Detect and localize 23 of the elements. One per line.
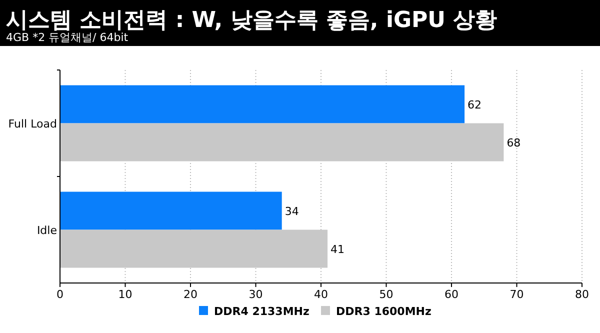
- y-tick-label: Full Load: [8, 117, 57, 130]
- legend-label: DDR3 1600MHz: [336, 305, 432, 318]
- data-label: 62: [468, 98, 482, 112]
- legend-label: DDR4 2133MHz: [214, 305, 310, 318]
- x-tick-label: 30: [248, 288, 263, 301]
- x-tick-label: 60: [444, 288, 458, 301]
- x-tick-label: 0: [56, 288, 64, 301]
- data-label: 34: [284, 204, 299, 218]
- bar: [60, 123, 504, 162]
- data-label: 68: [506, 136, 521, 150]
- x-tick-label: 80: [575, 288, 589, 301]
- x-tick-label: 70: [510, 288, 524, 301]
- bar: [60, 192, 282, 230]
- x-tick-label: 40: [314, 288, 328, 301]
- chart-title: 시스템 소비전력 : W, 낮을수록 좋음, iGPU 상황: [6, 8, 498, 33]
- x-tick-label: 20: [184, 288, 198, 301]
- bar: [60, 230, 328, 268]
- x-tick-label: 50: [379, 288, 394, 301]
- chart-subtitle: 4GB *2 듀얼채널/ 64bit: [6, 31, 129, 44]
- y-tick-label: Idle: [36, 224, 58, 237]
- x-tick-label: 10: [118, 288, 132, 301]
- bar: [60, 85, 465, 124]
- data-label: 41: [330, 242, 345, 256]
